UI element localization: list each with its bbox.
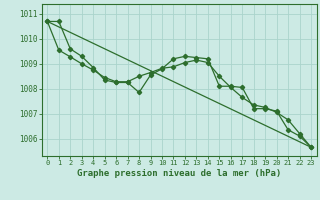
X-axis label: Graphe pression niveau de la mer (hPa): Graphe pression niveau de la mer (hPa) (77, 169, 281, 178)
